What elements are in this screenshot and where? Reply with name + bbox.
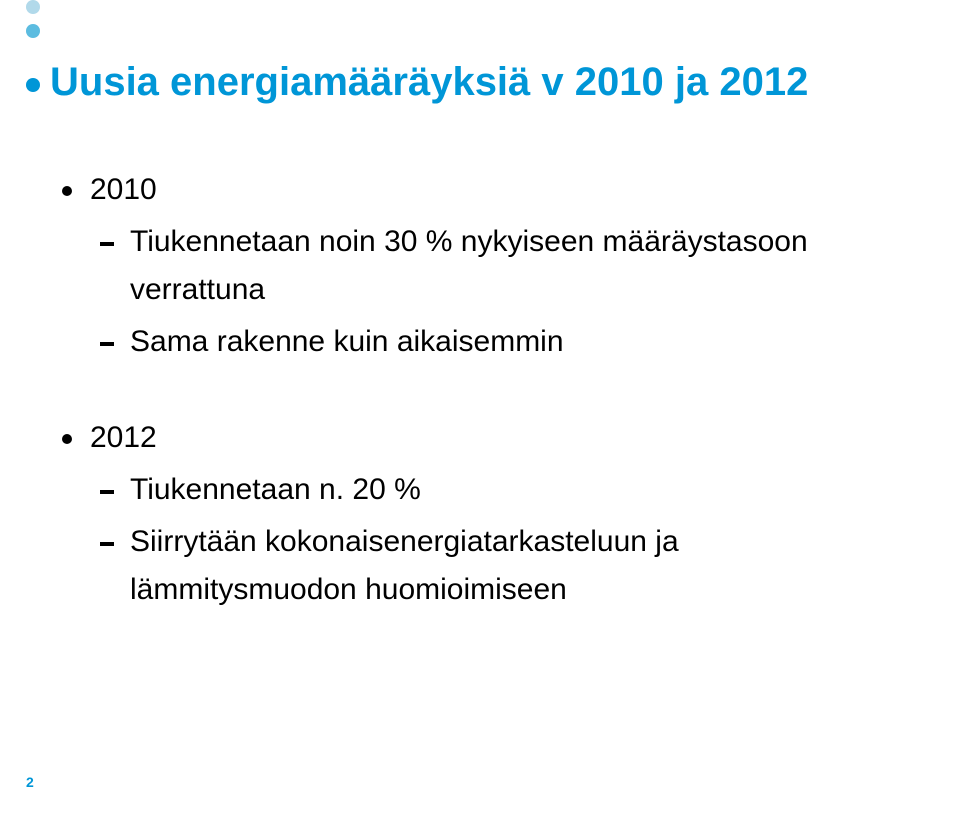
- bullet-icon: [62, 434, 72, 444]
- list-item: Tiukennetaan noin 30 % nykyiseen määräys…: [90, 218, 912, 314]
- page-number: 2: [26, 774, 34, 790]
- bullet-icon: [62, 186, 72, 196]
- title-bullet-icon: [26, 78, 40, 92]
- list-item: Tiukennetaan n. 20 %: [90, 466, 912, 514]
- list-item-text: Tiukennetaan n. 20 %: [130, 473, 421, 506]
- decor-dot-mid: [26, 24, 40, 38]
- slide-body: 2010 Tiukennetaan noin 30 % nykyiseen mä…: [90, 166, 912, 614]
- dash-icon: [100, 242, 114, 246]
- slide: Uusia energiamääräyksiä v 2010 ja 2012 2…: [0, 0, 960, 816]
- section-heading: 2010: [90, 166, 912, 214]
- page-title: Uusia energiamääräyksiä v 2010 ja 2012: [50, 58, 912, 106]
- list-item-text: Tiukennetaan noin 30 % nykyiseen määräys…: [130, 225, 808, 306]
- section-heading: 2012: [90, 414, 912, 462]
- list-item: Sama rakenne kuin aikaisemmin: [90, 318, 912, 366]
- decor-dot-top: [26, 0, 40, 14]
- section-heading-text: 2012: [90, 421, 157, 454]
- list-item: Siirrytään kokonaisenergiatarkasteluun j…: [90, 518, 912, 614]
- title-row: Uusia energiamääräyksiä v 2010 ja 2012: [50, 36, 912, 106]
- dash-icon: [100, 542, 114, 546]
- section-heading-text: 2010: [90, 173, 157, 206]
- list-item-text: Sama rakenne kuin aikaisemmin: [130, 325, 564, 358]
- spacer: [90, 370, 912, 414]
- decor-dots: [26, 0, 40, 48]
- dash-icon: [100, 342, 114, 346]
- dash-icon: [100, 490, 114, 494]
- list-item-text: Siirrytään kokonaisenergiatarkasteluun j…: [130, 525, 679, 606]
